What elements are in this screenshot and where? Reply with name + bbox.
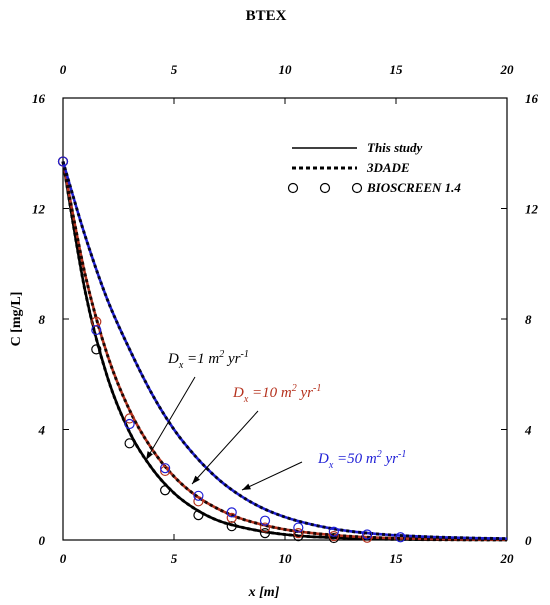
series-marker <box>91 324 102 336</box>
series-line-dashed <box>61 161 508 541</box>
series-marker <box>124 438 135 449</box>
y-tick-label-right: 8 <box>525 312 532 327</box>
x-tick-label-top: 0 <box>60 62 67 77</box>
x-tick-label-bottom: 20 <box>500 551 515 566</box>
x-tick-label-bottom: 10 <box>279 551 293 566</box>
series-marker <box>293 527 304 539</box>
legend-solid-label: This study <box>367 140 422 155</box>
diffusion-annotation: Dx =50 m2 yr-1 <box>317 449 406 471</box>
series-marker <box>259 522 271 533</box>
series-marker <box>91 344 102 355</box>
x-tick-label-bottom: 5 <box>171 551 178 566</box>
series-marker <box>124 418 135 430</box>
annotation-arrowhead <box>242 483 251 490</box>
series-line-dashed <box>61 161 508 542</box>
series-marker <box>226 521 237 532</box>
legend-marker-swatch-2 <box>319 182 331 194</box>
annotation-arrow <box>145 376 196 461</box>
plot-frame <box>62 97 508 541</box>
diffusion-annotation: Dx =10 m2 yr-1 <box>232 383 321 405</box>
y-tick-label-left: 0 <box>39 533 46 548</box>
y-tick-label-right: 4 <box>524 423 532 438</box>
series-marker <box>362 529 373 540</box>
annotation-arrowhead <box>192 475 200 484</box>
diffusion-annotation: Dx =1 m2 yr-1 <box>167 349 249 371</box>
series-marker <box>193 496 204 507</box>
series-line-dashed <box>61 161 508 542</box>
series-marker <box>57 156 69 167</box>
annotation-arrowhead <box>146 451 153 460</box>
x-tick-label-top: 15 <box>390 62 404 77</box>
x-tick-label-bottom: 0 <box>60 551 67 566</box>
series-line-solid <box>61 161 508 540</box>
x-axis-label: x [m] <box>248 585 280 600</box>
legend: This study 3DADE BIOSCREEN 1.4 <box>287 140 461 195</box>
y-tick-label-left: 12 <box>32 202 46 217</box>
annotation-arrow <box>241 461 303 491</box>
chart-title: BTEX <box>246 8 287 24</box>
y-tick-label-right: 0 <box>525 533 532 548</box>
series-marker <box>328 531 339 542</box>
legend-dashed-label: 3DADE <box>366 160 410 175</box>
series-marker <box>328 526 339 537</box>
series-marker <box>226 512 237 524</box>
series-marker <box>259 527 271 539</box>
x-tick-label-top: 10 <box>279 62 293 77</box>
series-marker <box>91 316 102 327</box>
series-marker <box>395 532 406 543</box>
y-tick-label-left: 8 <box>39 312 46 327</box>
y-tick-label-left: 4 <box>38 423 46 438</box>
series-layer <box>57 156 508 544</box>
legend-marker-swatch-3 <box>351 182 363 194</box>
y-tick-label-left: 16 <box>32 91 46 106</box>
x-tick-label-top: 20 <box>500 62 515 77</box>
x-tick-label-top: 5 <box>171 62 178 77</box>
annotations: Dx =1 m2 yr-1 Dx =10 m2 yr-1 Dx =50 m2 yr-… <box>145 349 406 491</box>
x-tick-label-bottom: 15 <box>390 551 404 566</box>
y-tick-label-right: 16 <box>525 91 539 106</box>
series-marker <box>160 485 171 496</box>
legend-marker-swatch-1 <box>287 182 299 194</box>
y-axis-label: C [mg/L] <box>9 292 24 347</box>
series-marker <box>160 463 171 474</box>
series-marker <box>226 507 237 518</box>
series-marker <box>193 510 204 521</box>
annotation-arrow <box>191 410 259 485</box>
y-tick-label-right: 12 <box>525 202 539 217</box>
series-marker <box>259 515 271 526</box>
series-marker <box>160 465 171 477</box>
series-marker <box>193 490 204 501</box>
series-marker <box>124 413 135 424</box>
series-marker <box>293 522 304 533</box>
legend-marker-label: BIOSCREEN 1.4 <box>366 180 461 195</box>
